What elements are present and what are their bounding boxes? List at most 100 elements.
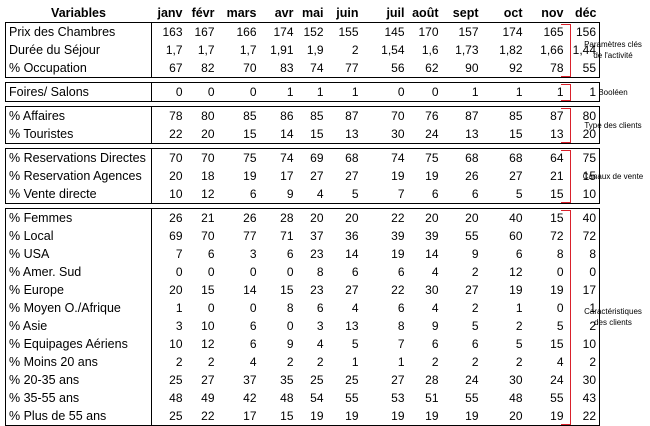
value-cell: 10 — [566, 185, 600, 204]
value-cell: 0 — [286, 265, 294, 279]
value-cell: 78 — [151, 106, 186, 125]
value-cell: 12 — [185, 185, 218, 204]
value-cell: 27 — [465, 283, 479, 297]
value-cell: 9 — [471, 247, 479, 261]
value-cell: 3 — [316, 319, 324, 333]
value-cell: 25 — [310, 373, 324, 387]
variable-name-cell: % Reservations Directes — [5, 148, 152, 167]
variable-name-cell: % Moins 20 ans — [5, 353, 152, 371]
value-cell: 8 — [566, 245, 600, 263]
value-cell: 13 — [345, 319, 359, 333]
value-cell: 1,82 — [499, 43, 523, 57]
month-header: juil — [386, 6, 405, 20]
value-cell: 1 — [296, 82, 327, 102]
value-cell: 1,91 — [270, 43, 294, 57]
value-cell: 72 — [566, 227, 600, 245]
value-cell: 70 — [151, 148, 186, 167]
value-cell: 1,7 — [197, 43, 215, 57]
value-cell: 4 — [556, 355, 564, 369]
value-cell: 174 — [259, 22, 297, 41]
value-cell: 70 — [185, 148, 218, 167]
value-cell: 18 — [201, 169, 215, 183]
value-cell: 15 — [566, 167, 600, 185]
value-cell: 80 — [566, 106, 600, 125]
value-cell: 54 — [310, 391, 324, 405]
value-cell: 6 — [351, 265, 359, 279]
group-label-line: Type des clients — [584, 120, 642, 130]
value-cell: 15 — [259, 407, 297, 426]
value-cell: 1,73 — [455, 43, 479, 57]
value-cell: 1 — [525, 82, 567, 102]
value-cell: 68 — [441, 148, 482, 167]
value-cell: 19 — [550, 283, 564, 297]
table-row: % Reservation Agences 20 18 19 17 27 27 19 19 26 2… — [5, 167, 600, 185]
value-cell: 37 — [310, 229, 324, 243]
value-cell: 6 — [407, 185, 442, 204]
variables-header: Variables — [51, 6, 106, 20]
value-cell: 0 — [217, 82, 260, 102]
value-cell: 0 — [556, 301, 564, 315]
value-cell: 1,7 — [239, 43, 257, 57]
value-cell: 27 — [509, 169, 523, 183]
value-cell: 1 — [326, 82, 362, 102]
value-cell: 80 — [185, 106, 218, 125]
value-cell: 27 — [345, 169, 359, 183]
value-cell: 25 — [151, 407, 186, 426]
value-cell: 19 — [407, 407, 442, 426]
value-cell: 5 — [471, 319, 479, 333]
value-cell: 2 — [471, 265, 479, 279]
value-cell: 19 — [441, 407, 482, 426]
value-cell: 64 — [525, 148, 567, 167]
value-cell: 15 — [296, 125, 327, 144]
value-cell: 68 — [481, 148, 526, 167]
value-cell: 70 — [361, 106, 408, 125]
variable-name-cell: % Femmes — [5, 208, 152, 227]
month-header: nov — [541, 6, 564, 20]
value-cell: 0 — [207, 301, 215, 315]
table-body: Prix des Chambres 163 167 166 174 152 155 145 17… — [5, 22, 600, 426]
variable-name-cell: Durée du Séjour — [5, 41, 152, 59]
value-cell: 69 — [169, 229, 183, 243]
value-cell: 22 — [185, 407, 218, 426]
value-cell: 4 — [249, 355, 257, 369]
group-label-line: de l'activité — [593, 51, 633, 60]
variable-name-cell: % Touristes — [5, 125, 152, 144]
value-cell: 90 — [441, 59, 482, 78]
table-row: % USA 7 6 3 6 23 14 19 14 9 6 8 8 — [5, 245, 600, 263]
month-header: mai — [301, 6, 324, 20]
value-cell: 6 — [217, 185, 260, 204]
value-cell: 19 — [326, 407, 362, 426]
header-row: Variables janv févr mars avr mai juin juil août s… — [6, 4, 600, 23]
value-cell: 85 — [481, 106, 526, 125]
value-cell: 1,6 — [421, 43, 439, 57]
value-cell: 1 — [515, 301, 523, 315]
value-cell: 83 — [259, 59, 297, 78]
value-cell: 4 — [351, 301, 359, 315]
value-cell: 48 — [280, 391, 294, 405]
variable-name-cell: % Moyen O./Afrique — [5, 299, 152, 317]
value-cell: 15 — [525, 208, 567, 227]
value-cell: 70 — [201, 229, 215, 243]
value-cell: 5 — [326, 185, 362, 204]
value-cell: 22 — [391, 283, 405, 297]
value-cell: 1 — [566, 299, 600, 317]
value-cell: 2 — [207, 355, 215, 369]
value-cell: 22 — [151, 125, 186, 144]
value-cell: 0 — [249, 265, 257, 279]
value-cell: 1 — [566, 82, 600, 102]
value-cell: 48 — [169, 391, 183, 405]
value-cell: 15 — [201, 283, 215, 297]
value-cell: 6 — [316, 301, 324, 315]
value-cell: 5 — [481, 185, 526, 204]
value-cell: 27 — [391, 373, 405, 387]
value-cell: 6 — [249, 319, 257, 333]
value-cell: 6 — [471, 337, 479, 351]
value-cell: 20 — [407, 208, 442, 227]
value-cell: 23 — [310, 283, 324, 297]
value-cell: 36 — [345, 229, 359, 243]
value-cell: 1,9 — [306, 43, 324, 57]
value-cell: 87 — [326, 106, 362, 125]
value-cell: 37 — [243, 373, 257, 387]
month-header: oct — [503, 6, 523, 20]
value-cell: 2 — [286, 355, 294, 369]
